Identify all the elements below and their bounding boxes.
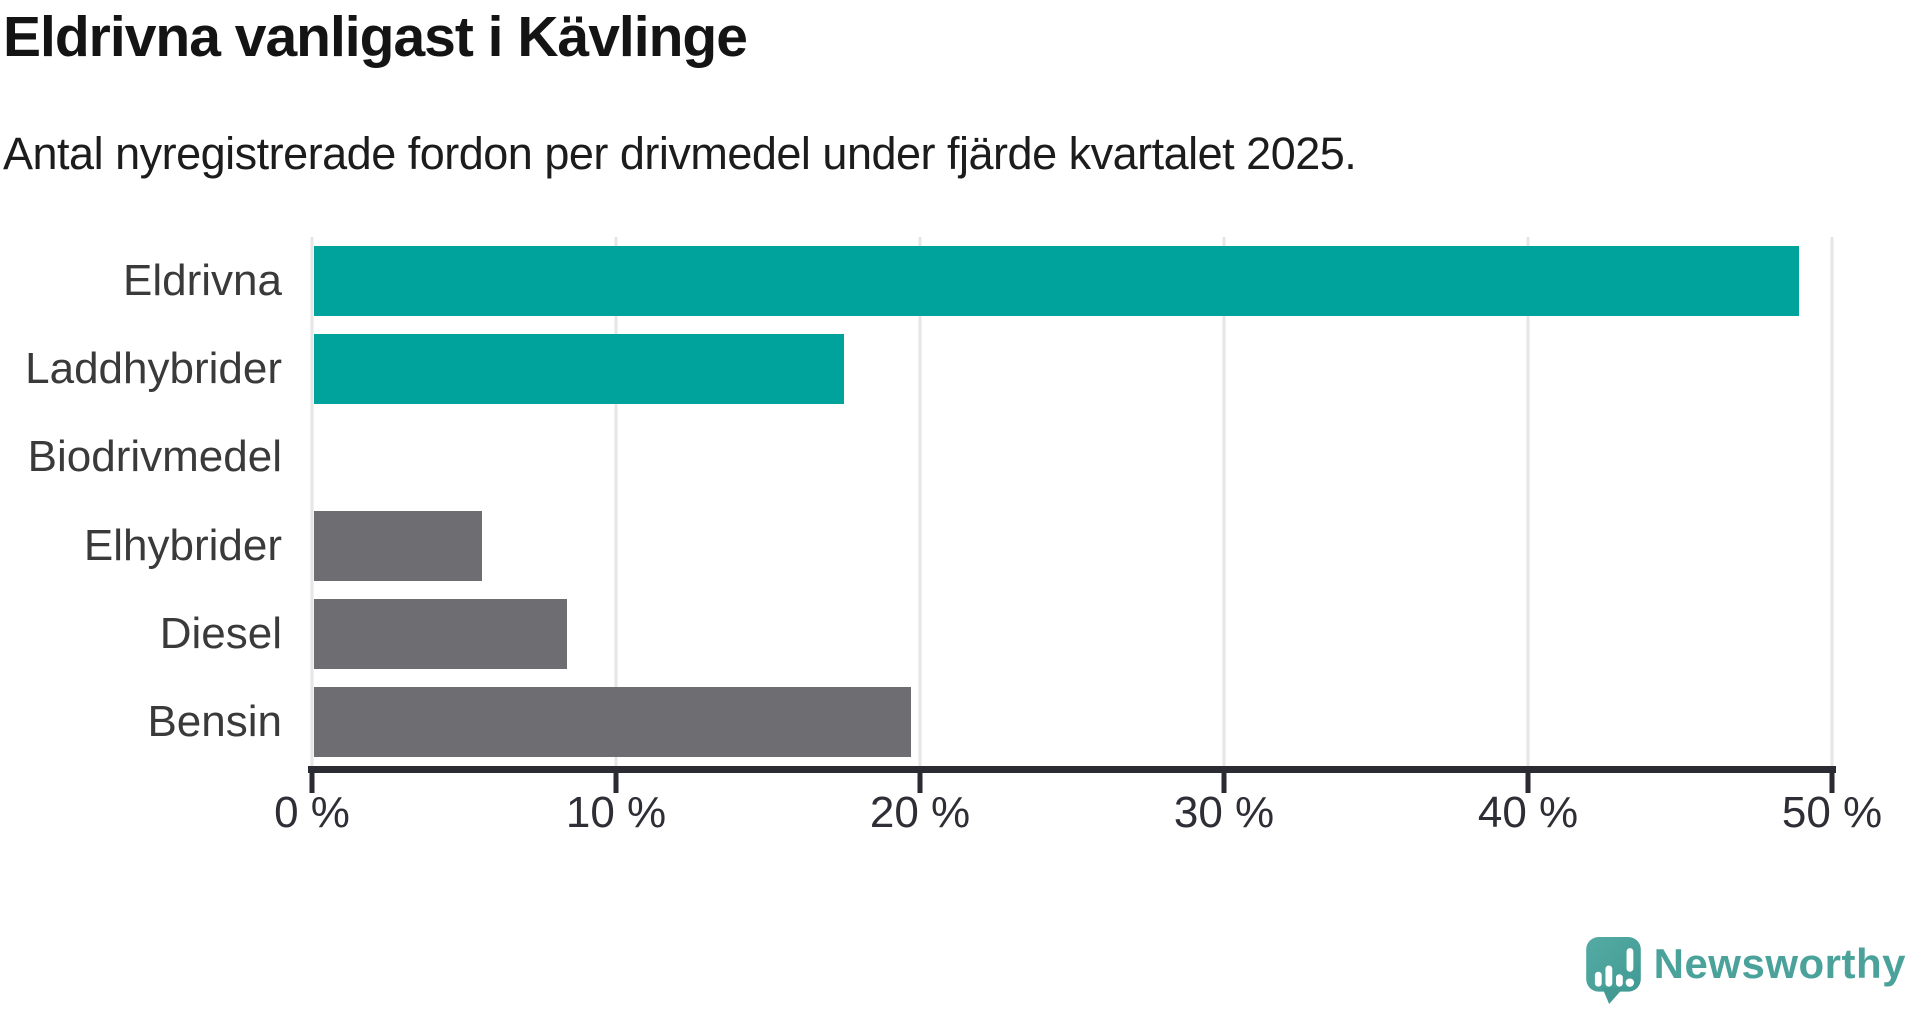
bar-eldrivna <box>314 246 1799 316</box>
x-tick-label-0: 0 % <box>274 788 350 837</box>
x-tick-20 <box>917 766 923 793</box>
category-axis: Eldrivna Laddhybrider Biodrivmedel Elhybrid… <box>0 237 282 766</box>
x-tick-50 <box>1829 766 1835 793</box>
gridline-20 <box>918 237 922 766</box>
bar-laddhybrider <box>314 334 844 405</box>
bar-diesel <box>314 598 568 669</box>
category-label-eldrivna: Eldrivna <box>123 256 282 306</box>
x-tick-label-20: 20 % <box>869 788 971 837</box>
x-tick-0 <box>309 766 315 793</box>
x-tick-label-50: 50 % <box>1781 788 1883 837</box>
x-axis-line <box>308 766 1836 773</box>
gridline-30 <box>1222 237 1226 766</box>
x-tick-label-30: 30 % <box>1173 788 1275 837</box>
x-tick-label-10: 10 % <box>565 788 667 837</box>
x-tick-40 <box>1525 766 1531 793</box>
newsworthy-wordmark: Newsworthy <box>1653 939 1906 987</box>
gridline-40 <box>1526 237 1530 766</box>
category-label-elhybrider: Elhybrider <box>83 520 282 570</box>
category-label-biodrivmedel: Biodrivmedel <box>27 432 282 482</box>
chart-subtitle: Antal nyregistrerade fordon per drivmede… <box>3 128 1357 179</box>
gridline-10 <box>614 237 618 766</box>
bar-elhybrider <box>314 510 483 581</box>
category-label-bensin: Bensin <box>147 696 282 746</box>
newsworthy-bubble-chart-icon <box>1585 937 1641 1004</box>
bar-bensin <box>314 686 911 757</box>
gridline-0 <box>310 237 314 766</box>
x-tick-label-40: 40 % <box>1477 788 1579 837</box>
x-tick-30 <box>1221 766 1227 793</box>
x-tick-10 <box>613 766 619 793</box>
chart-title: Eldrivna vanligast i Kävlinge <box>3 5 748 69</box>
category-label-laddhybrider: Laddhybrider <box>25 344 282 394</box>
newsworthy-logo: Newsworthy <box>1585 937 1906 1004</box>
plot-area: 0 % 10 % 20 % 30 % 40 % 50 % <box>274 237 1882 837</box>
category-label-diesel: Diesel <box>159 608 282 658</box>
gridline-50 <box>1830 237 1834 766</box>
